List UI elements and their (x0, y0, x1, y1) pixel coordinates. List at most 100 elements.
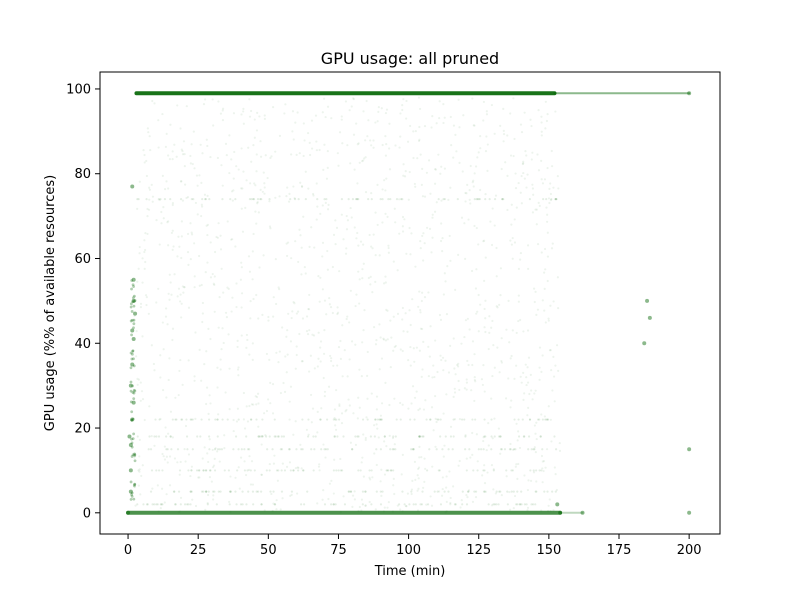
faint-point (358, 278, 361, 281)
faint-point (171, 327, 175, 330)
faint-point (512, 507, 515, 510)
faint-point (257, 435, 260, 438)
faint-point (326, 249, 329, 253)
faint-point (509, 406, 512, 409)
faint-point (468, 189, 471, 192)
faint-point (323, 97, 326, 100)
faint-point (442, 121, 445, 125)
faint-point (150, 183, 153, 186)
faint-point (499, 452, 502, 455)
faint-point (274, 150, 277, 153)
faint-point (490, 448, 493, 451)
faint-point (513, 137, 516, 141)
faint-point (346, 375, 349, 378)
faint-point (508, 448, 512, 451)
faint-point (465, 378, 468, 381)
faint-point (255, 222, 258, 225)
data-point (128, 383, 133, 388)
faint-point (155, 435, 158, 438)
faint-point (485, 110, 488, 113)
faint-point (237, 374, 240, 377)
faint-point (519, 251, 522, 255)
faint-point (159, 417, 162, 421)
faint-point (226, 286, 229, 289)
faint-point (151, 487, 154, 490)
faint-point (505, 328, 508, 331)
faint-point (555, 198, 558, 201)
faint-point (422, 408, 426, 411)
faint-point (370, 503, 373, 506)
faint-point (490, 463, 494, 467)
faint-point (365, 416, 368, 419)
faint-point (456, 363, 459, 367)
faint-point (540, 178, 543, 181)
faint-point (305, 329, 309, 333)
faint-point (515, 331, 518, 335)
faint-point (430, 126, 433, 129)
faint-point (345, 247, 348, 250)
faint-point (436, 418, 439, 421)
faint-point (198, 469, 201, 472)
faint-point (475, 268, 478, 271)
faint-point (344, 410, 347, 413)
faint-point (418, 138, 421, 141)
faint-point (331, 311, 334, 315)
faint-point (364, 436, 367, 440)
faint-point (514, 172, 517, 175)
faint-point (519, 191, 522, 194)
faint-point (368, 476, 371, 479)
faint-point (506, 134, 509, 137)
faint-point (132, 391, 136, 395)
faint-point (534, 503, 537, 506)
faint-point (272, 490, 275, 493)
faint-point (401, 215, 405, 219)
faint-point (255, 490, 258, 493)
data-point (131, 277, 136, 282)
faint-point (546, 418, 549, 421)
faint-point (230, 238, 233, 241)
faint-point (131, 453, 135, 457)
faint-point (165, 307, 168, 310)
faint-point (425, 171, 428, 174)
faint-point (184, 460, 187, 463)
faint-point (208, 476, 212, 479)
faint-point (528, 418, 532, 421)
faint-point (248, 115, 252, 118)
faint-point (522, 160, 525, 163)
faint-point (294, 467, 297, 470)
faint-point (216, 236, 219, 239)
faint-point (240, 334, 243, 337)
faint-point (137, 378, 140, 381)
faint-point (164, 188, 167, 191)
faint-point (495, 305, 498, 308)
faint-point (295, 153, 298, 156)
faint-point (517, 430, 520, 433)
faint-point (440, 222, 443, 225)
data-point (642, 341, 647, 346)
faint-point (401, 490, 404, 493)
faint-point (316, 410, 319, 413)
faint-point (543, 415, 546, 418)
faint-point (261, 190, 264, 193)
faint-point (161, 174, 164, 177)
faint-point (364, 139, 367, 142)
faint-point (370, 469, 373, 472)
faint-point (248, 455, 251, 458)
faint-point (513, 218, 516, 221)
faint-point (410, 402, 413, 405)
faint-point (332, 492, 335, 495)
faint-point (384, 339, 388, 342)
faint-point (319, 346, 322, 349)
faint-point (234, 198, 237, 201)
faint-point (412, 448, 415, 451)
faint-point (270, 492, 273, 496)
faint-point (288, 448, 291, 451)
faint-point (193, 379, 196, 382)
faint-point (274, 503, 277, 506)
faint-point (498, 371, 501, 374)
faint-point (167, 292, 170, 295)
faint-point (260, 435, 263, 438)
faint-point (273, 503, 276, 506)
faint-point (533, 392, 536, 395)
faint-point (177, 235, 180, 238)
